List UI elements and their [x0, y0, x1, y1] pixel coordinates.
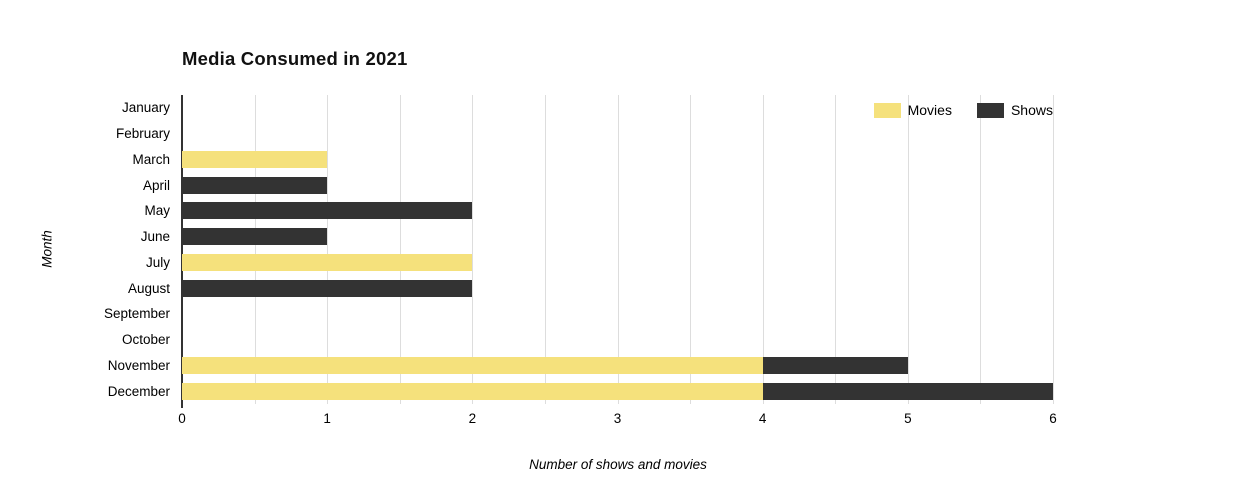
legend-swatch-shows — [976, 102, 1004, 118]
legend-label: Shows — [1010, 102, 1053, 118]
gridline — [690, 95, 692, 404]
y-tick-label: July — [145, 254, 170, 270]
y-tick-label: June — [140, 229, 170, 245]
y-tick-label: August — [127, 280, 170, 296]
plot-area: Movies Shows — [181, 95, 1054, 408]
y-tick-label: May — [144, 203, 170, 219]
bar-segment-shows — [182, 279, 473, 297]
chart-row — [182, 147, 1053, 173]
stacked-bar — [182, 356, 1053, 374]
x-tick-label: 2 — [468, 411, 477, 426]
bar-segment-shows — [182, 202, 473, 220]
chart-row — [182, 121, 1053, 147]
gridline — [1053, 95, 1054, 404]
stacked-bar — [182, 202, 1053, 220]
bar-rows — [182, 95, 1053, 404]
stacked-bar — [182, 382, 1053, 400]
stacked-bar — [182, 150, 1053, 168]
stacked-bar — [182, 279, 1053, 297]
x-tick-label: 3 — [613, 411, 622, 426]
bar-segment-movies — [182, 356, 763, 374]
y-tick-label: October — [121, 332, 170, 348]
gridline — [327, 95, 329, 404]
chart-row — [182, 198, 1053, 224]
stacked-bar — [182, 176, 1053, 194]
bar-segment-movies — [182, 150, 328, 168]
chart-row — [182, 353, 1053, 379]
bar-segment-shows — [762, 356, 908, 374]
bar-segment-shows — [182, 228, 328, 246]
chart-row — [182, 250, 1053, 276]
x-axis-title: Number of shows and movies — [529, 457, 707, 472]
gridline — [472, 95, 474, 404]
stacked-bar — [182, 125, 1053, 142]
legend: Movies Shows — [873, 102, 1053, 118]
chart-title: Media Consumed in 2021 — [182, 48, 408, 69]
y-tick-label: September — [103, 306, 170, 322]
gridline — [907, 95, 909, 404]
y-axis-tick-labels: January February March April May June July Augu… — [0, 95, 170, 404]
legend-item-shows: Shows — [976, 102, 1053, 118]
x-tick-label: 5 — [904, 411, 912, 426]
legend-swatch-movies — [873, 102, 901, 118]
y-tick-label: January — [121, 100, 170, 116]
bar-segment-movies — [182, 253, 473, 271]
gridline — [617, 95, 619, 404]
y-tick-label: December — [107, 383, 170, 399]
chart-row — [182, 224, 1053, 250]
x-axis-tick-labels: 0 1 2 3 4 5 6 — [178, 411, 1057, 429]
chart-row — [182, 172, 1053, 198]
y-tick-label: April — [142, 177, 170, 193]
chart-row — [182, 275, 1053, 301]
gridline — [835, 95, 837, 404]
gridline — [544, 95, 546, 404]
gridline — [254, 95, 256, 404]
y-tick-label: March — [132, 151, 170, 167]
y-tick-label: November — [107, 357, 170, 373]
gridline — [399, 95, 401, 404]
stacked-bar — [182, 305, 1053, 322]
gridline — [980, 95, 982, 404]
legend-item-movies: Movies — [873, 102, 952, 118]
chart-row — [182, 327, 1053, 353]
gridline — [762, 95, 764, 404]
y-axis-line — [181, 95, 183, 408]
bar-segment-movies — [182, 382, 763, 400]
legend-label: Movies — [907, 102, 952, 118]
stacked-bar — [182, 253, 1053, 271]
chart-row — [182, 378, 1053, 404]
bar-segment-shows — [182, 176, 328, 194]
stacked-bar — [182, 331, 1053, 348]
x-tick-label: 1 — [323, 411, 331, 426]
x-tick-label: 6 — [1049, 411, 1057, 426]
x-tick-label: 4 — [758, 411, 767, 426]
stacked-bar — [182, 228, 1053, 246]
x-tick-label: 0 — [178, 411, 186, 426]
chart-row — [182, 301, 1053, 327]
y-tick-label: February — [115, 126, 170, 142]
bar-segment-shows — [762, 382, 1053, 400]
